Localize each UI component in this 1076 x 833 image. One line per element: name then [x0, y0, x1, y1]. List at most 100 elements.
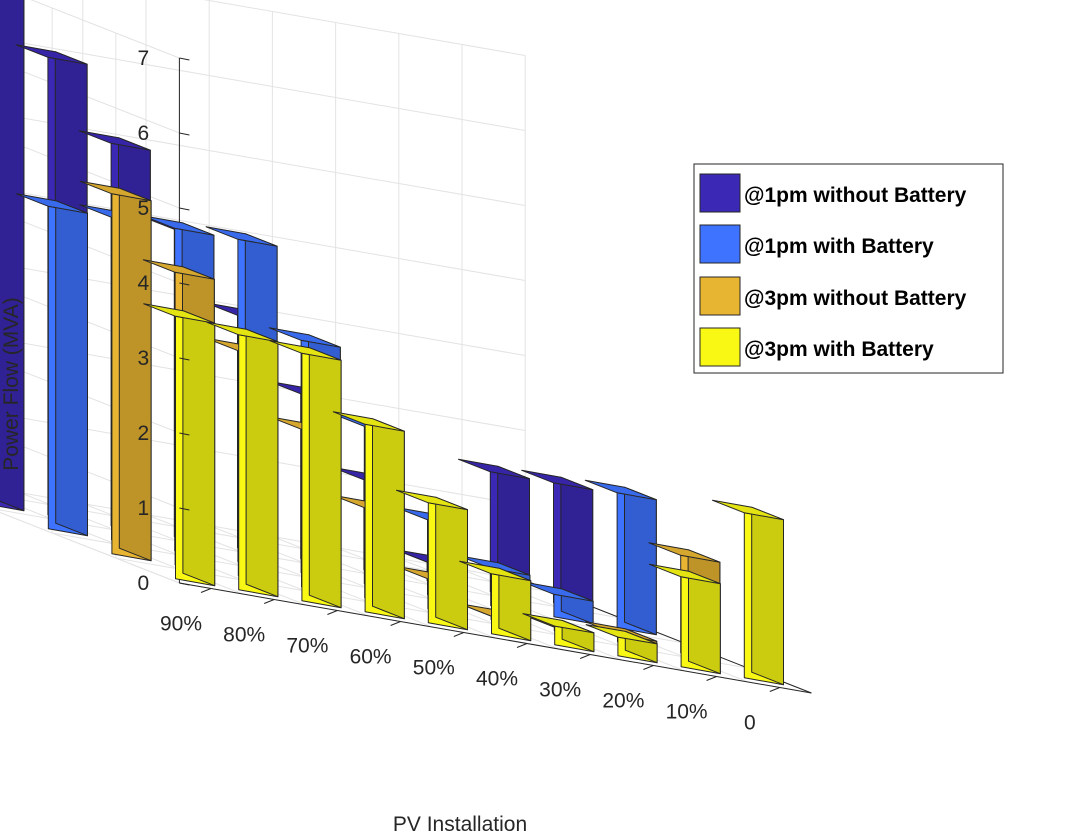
z-tick-label: 4 — [138, 272, 150, 295]
x-tick-mark — [706, 676, 717, 681]
bar-top-face — [78, 130, 151, 151]
z-tick-mark — [179, 282, 190, 286]
bar-top-face — [648, 563, 721, 585]
z-tick-label: 3 — [138, 347, 150, 370]
grid-line-back — [203, 0, 526, 56]
bar-series2-8 — [521, 581, 594, 625]
bar-top-face — [332, 411, 405, 432]
bar-series2-9 — [584, 479, 657, 636]
x-tick-label: 20% — [602, 690, 644, 713]
x-tick-mark — [200, 588, 212, 593]
x-tick-mark — [769, 687, 780, 692]
legend-label-4: @3pm with Battery — [744, 338, 934, 361]
bar-side-face — [751, 506, 784, 686]
bar-top-face — [585, 624, 658, 645]
bar-top-face — [16, 193, 88, 214]
bar-series4-4 — [396, 489, 468, 631]
x-tick-mark — [264, 599, 275, 604]
bar-top-face — [458, 458, 530, 480]
x-tick-mark — [580, 654, 591, 659]
bar-side-face — [245, 328, 279, 598]
x-tick-mark — [643, 665, 654, 670]
grid-line-left — [0, 211, 180, 284]
x-tick-label: 80% — [223, 624, 265, 647]
legend: @1pm without Battery @1pm with Battery @… — [693, 163, 1004, 374]
bar-series4-2 — [269, 340, 342, 609]
bar-series4-7 — [585, 624, 658, 664]
bar-side-face — [624, 486, 657, 636]
legend-label-1: @1pm without Battery — [744, 184, 967, 207]
bar-series4-1 — [206, 321, 279, 598]
bar-top-face — [205, 226, 278, 247]
z-tick-label: 7 — [138, 47, 150, 70]
bar-top-face — [142, 259, 215, 280]
bar-side-face — [308, 347, 342, 609]
x-tick-mark — [390, 621, 401, 626]
grid-line-floor — [0, 511, 180, 584]
x-tick-label: 30% — [539, 679, 581, 702]
bar-top-face — [268, 327, 341, 348]
bar-series1-0 — [0, 0, 25, 512]
z-tick-label: 1 — [138, 497, 150, 520]
bar-top-face — [396, 489, 468, 511]
bar-top-face — [712, 499, 784, 521]
grid-line-left — [0, 436, 180, 509]
x-tick-label: 50% — [413, 657, 455, 680]
bar-top-face — [79, 180, 152, 202]
bar-series3-0 — [79, 180, 152, 562]
z-tick-mark — [179, 432, 190, 436]
bar-side-face — [182, 310, 216, 587]
bar-top-face — [521, 469, 594, 491]
bar-series4-3 — [332, 411, 405, 620]
z-tick-mark — [179, 57, 190, 61]
z-tick-label: 6 — [138, 122, 150, 145]
bar-side-face — [435, 496, 468, 631]
z-tick-label: 2 — [138, 422, 150, 445]
bar-side-face — [372, 418, 405, 620]
bar-series4-6 — [522, 613, 595, 653]
bar-side-face — [688, 570, 721, 675]
legend-label-3: @3pm without Battery — [744, 287, 967, 310]
bar-series4-0 — [143, 303, 216, 587]
bar-top-face — [648, 542, 721, 563]
grid-line-left — [30, 0, 180, 59]
z-axis-label: Power Flow (MVA) — [0, 297, 23, 470]
legend-swatch-2 — [699, 224, 741, 264]
z-tick-label: 0 — [138, 572, 150, 595]
x-tick-label: 10% — [666, 701, 708, 724]
bar-top-face — [521, 581, 594, 602]
z-tick-mark — [179, 207, 190, 211]
z-tick-label: 5 — [138, 197, 150, 220]
legend-box — [693, 163, 1004, 374]
legend-swatch-1 — [699, 173, 741, 213]
bars-layer — [0, 0, 784, 686]
z-tick-mark — [179, 582, 190, 586]
bar-top-face — [143, 303, 216, 324]
bar-top-face — [584, 479, 657, 501]
x-tick-label: 70% — [286, 635, 328, 658]
x-tick-label: 60% — [350, 646, 392, 669]
bar-series4-9 — [712, 499, 784, 686]
x-axis-label: PV Installation — [393, 813, 527, 833]
bar-top-face — [15, 44, 88, 65]
grid-line-left — [0, 61, 180, 134]
x-tick-label: 90% — [160, 613, 202, 636]
bar-top-face — [142, 215, 215, 236]
bar-top-face — [458, 555, 531, 576]
legend-label-2: @1pm with Battery — [744, 235, 934, 258]
x-axis-line — [179, 582, 812, 694]
bar-top-face — [459, 560, 532, 582]
bar-series1-9 — [521, 469, 594, 611]
ticks-layer: 0 1 2 3 4 5 6 7 90% 80% 70% 60% 50% 40% 30% 20% 10% 0 — [138, 47, 780, 735]
bar-side-face — [55, 200, 88, 537]
z-tick-mark — [179, 132, 190, 136]
x-tick-label: 40% — [476, 668, 518, 691]
bar-series4-8 — [648, 563, 721, 675]
x-tick-mark — [453, 632, 464, 637]
bar-series4-5 — [459, 560, 532, 642]
bar-top-face — [522, 613, 595, 634]
grid-line-left — [0, 511, 180, 584]
z-tick-mark — [179, 357, 190, 361]
x-tick-label: 0 — [744, 712, 756, 735]
